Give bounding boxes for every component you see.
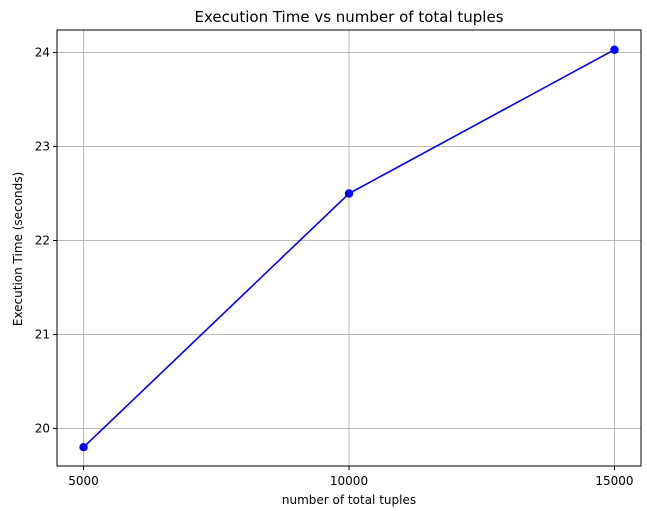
data-point xyxy=(344,189,354,198)
y-tick-label: 22 xyxy=(35,233,50,247)
y-axis-label: Execution Time (seconds) xyxy=(11,172,25,326)
data-point xyxy=(79,443,88,452)
y-tick-label: 23 xyxy=(35,140,50,154)
series-group xyxy=(79,45,619,452)
x-tick-label: 5000 xyxy=(68,474,99,488)
grid xyxy=(57,30,641,466)
x-axis-ticks: 5000 10000 15000 xyxy=(68,466,634,488)
chart-title: Execution Time vs number of total tuples xyxy=(194,8,503,26)
x-axis-label: number of total tuples xyxy=(282,493,416,507)
x-tick-label: 10000 xyxy=(330,474,368,488)
y-tick-label: 21 xyxy=(35,327,50,341)
y-tick-label: 20 xyxy=(35,421,50,435)
data-point xyxy=(610,45,619,54)
x-tick-label: 15000 xyxy=(595,474,633,488)
y-axis-ticks: 20 21 22 23 24 xyxy=(35,46,57,435)
y-tick-label: 24 xyxy=(35,46,50,60)
